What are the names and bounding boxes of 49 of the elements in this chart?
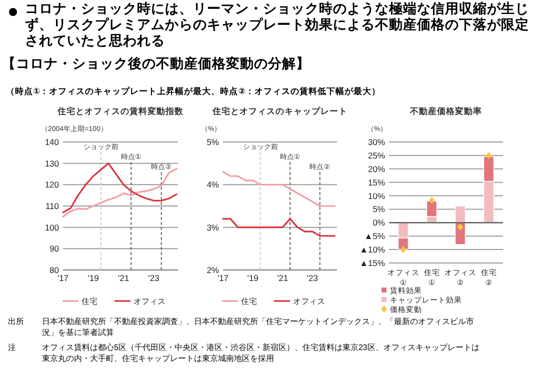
x-tick-label: '23 xyxy=(306,273,318,283)
x-tick-label: '21 xyxy=(118,273,130,283)
x-tick-label: '17 xyxy=(57,273,69,283)
legend-label: 住宅 xyxy=(241,297,257,306)
y-tick-label: 120 xyxy=(44,180,60,190)
point xyxy=(457,223,464,230)
text: 日本不動産研究所「不動産投資家調査」、日本不動産研究所「住宅マーケットインデックス」、「最新のオフィスビル市況」を基に筆者試算 xyxy=(42,316,475,338)
text: 【コロナ・ショック後の不動産価格変動の分解】 xyxy=(2,55,310,73)
y-tick-label: 90 xyxy=(50,244,60,254)
y-tick-label: ▲10% xyxy=(360,244,386,255)
x-tick-label: '19 xyxy=(88,273,100,283)
y-tick-label: 20% xyxy=(368,164,386,174)
y-tick-label: 110 xyxy=(45,201,60,211)
y-tick-label: 100 xyxy=(44,222,60,232)
line-series xyxy=(222,218,336,237)
chart-title: 不動産価格変動率 xyxy=(409,106,482,116)
chart-title: 住宅とオフィスの賃料変動指数 xyxy=(56,106,184,116)
y-tick-label: 0% xyxy=(372,218,386,228)
x-tick-label: '21 xyxy=(277,273,288,283)
y-tick-label: 3% xyxy=(206,222,220,232)
line-series xyxy=(222,171,336,207)
y-tick-label: 4% xyxy=(206,180,220,190)
text: 注 xyxy=(8,342,16,353)
y-tick-label: 5% xyxy=(206,137,220,147)
y-tick-label: ▲5% xyxy=(364,231,386,242)
legend-label: 住宅 xyxy=(82,297,98,306)
x-tick-label: '19 xyxy=(247,273,259,283)
y-tick-label: 130 xyxy=(44,158,60,168)
legend-label: オフィス xyxy=(293,297,325,306)
text: コロナ・ショック時には、リーマン・ショック時のような極端な信用収縮が生じず、リスクプレミアムからのキャップレート効果による不動産価格の下落が限定されていたと思われる xyxy=(25,1,530,49)
point xyxy=(486,152,492,159)
text: （時点①：オフィスのキャップレート上昇幅が最大、時点②：オフィスの賃料低下幅が最大） xyxy=(6,86,380,98)
y-tick-label: 80 xyxy=(50,265,60,275)
text: オフィス賃料は都心5区（千代田区・中央区・港区・渋谷区・新宿区）、住宅賃料は東京23区、オフィスキャップレートは東京丸の内・大手町、住宅キャップレートは東京城南地区を採用 xyxy=(42,342,480,364)
text: 出所 xyxy=(8,316,24,327)
y-tick-label: 15% xyxy=(368,177,386,188)
y-tick-label: 10% xyxy=(368,190,386,201)
y-tick-label: 30% xyxy=(368,137,386,147)
legend-label: オフィス xyxy=(134,297,166,306)
y-tick-label: 140 xyxy=(44,137,60,147)
point xyxy=(400,246,406,254)
y-tick-label: ▲15% xyxy=(360,258,386,268)
point xyxy=(428,196,435,204)
y-tick-label: 2% xyxy=(206,265,220,275)
chart-title: 住宅とオフィスのキャップレート xyxy=(212,106,348,116)
y-tick-label: 5% xyxy=(372,204,386,214)
x-tick-label: '23 xyxy=(148,273,160,283)
y-tick-label: 25% xyxy=(368,150,386,160)
x-tick-label: '17 xyxy=(217,273,229,283)
